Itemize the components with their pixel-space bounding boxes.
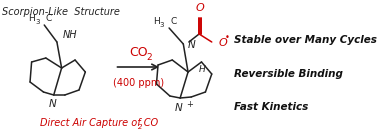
Text: +: + bbox=[186, 100, 192, 109]
Text: C: C bbox=[171, 17, 177, 26]
Text: 3: 3 bbox=[35, 19, 40, 25]
Text: N: N bbox=[48, 99, 56, 109]
Text: (400 ppm): (400 ppm) bbox=[113, 78, 164, 88]
Text: O: O bbox=[218, 38, 227, 48]
Text: 2: 2 bbox=[138, 124, 142, 130]
Text: O: O bbox=[195, 3, 204, 13]
Text: H: H bbox=[153, 17, 160, 26]
Text: Fast Kinetics: Fast Kinetics bbox=[234, 102, 308, 112]
Text: H: H bbox=[199, 66, 206, 75]
Text: 3: 3 bbox=[160, 22, 164, 28]
Text: NH: NH bbox=[63, 30, 78, 40]
Text: C: C bbox=[46, 14, 52, 23]
Text: N: N bbox=[187, 40, 195, 50]
Text: CO: CO bbox=[129, 46, 147, 59]
Text: Stable over Many Cycles: Stable over Many Cycles bbox=[234, 35, 377, 45]
Text: N: N bbox=[175, 103, 183, 113]
Text: 2: 2 bbox=[146, 53, 152, 62]
Text: Scorpion-Like  Structure: Scorpion-Like Structure bbox=[2, 7, 119, 17]
Text: •: • bbox=[225, 34, 230, 42]
Text: Reversible Binding: Reversible Binding bbox=[234, 69, 343, 79]
Text: Direct Air Capture of CO: Direct Air Capture of CO bbox=[40, 118, 158, 128]
Text: H: H bbox=[28, 14, 35, 23]
